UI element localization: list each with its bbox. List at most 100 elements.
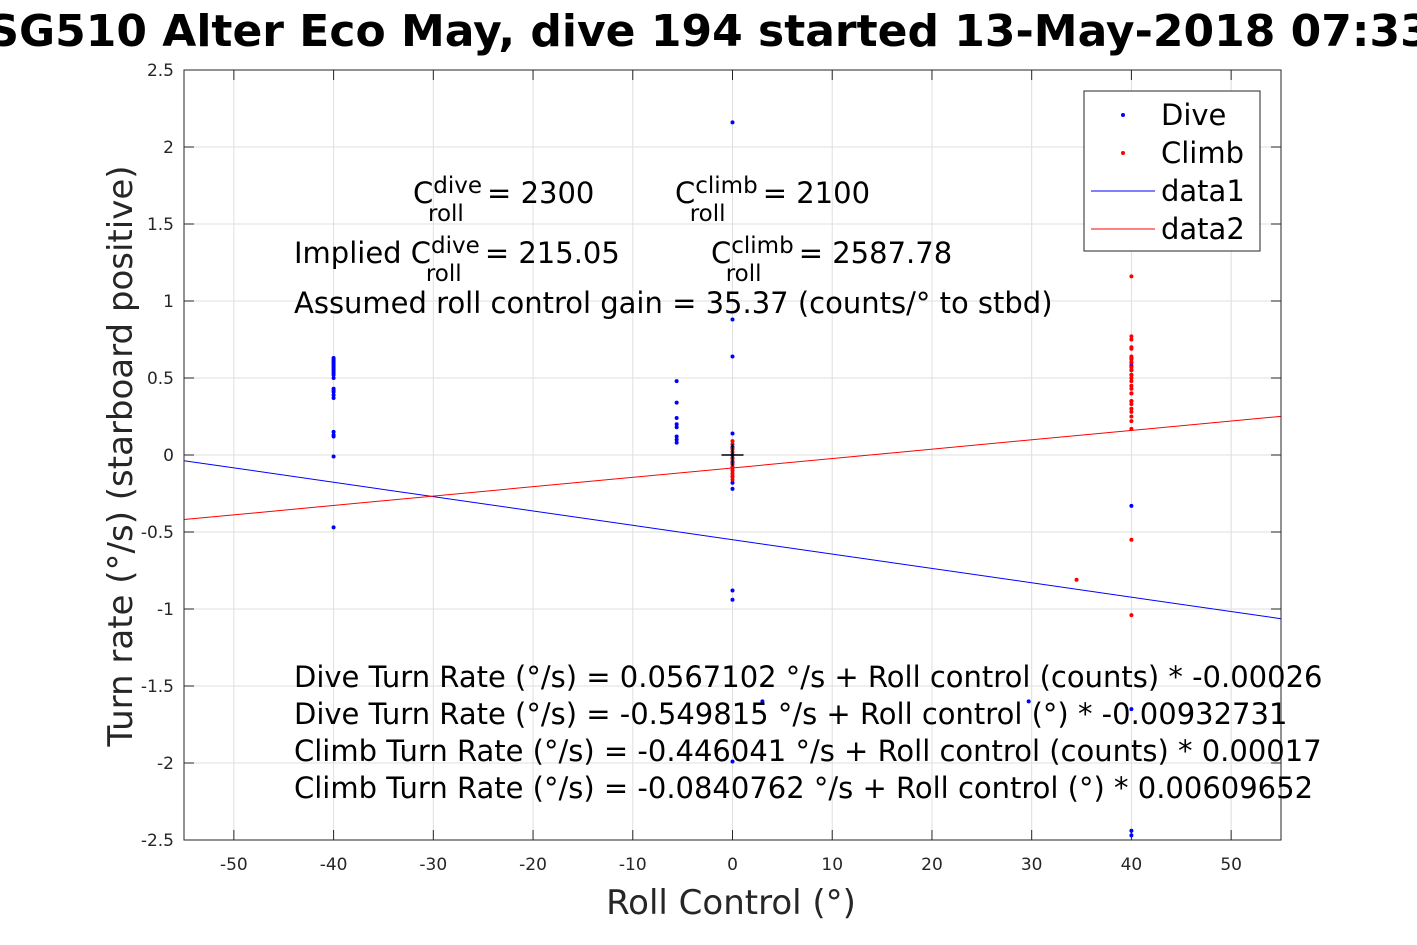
climb-point: [1129, 376, 1134, 380]
climb-point: [730, 471, 735, 476]
x-tick-label: -30: [419, 855, 447, 875]
climb-point: [1129, 334, 1134, 339]
climb-point: [1129, 537, 1134, 542]
legend: Dive Climb data1 data2: [1083, 90, 1261, 252]
climb-point: [1129, 414, 1134, 419]
climb-point: [1129, 406, 1134, 411]
climb-point: [1129, 379, 1134, 384]
dive-point: [1129, 503, 1134, 508]
chart-title: SG510 Alter Eco May, dive 194 started 13…: [0, 6, 1417, 57]
climb-point: [730, 468, 735, 473]
x-tick-label: 30: [1021, 855, 1043, 875]
legend-dive-marker: [1121, 113, 1125, 117]
climb-point: [1129, 354, 1134, 359]
legend-data1-label: data1: [1161, 174, 1245, 208]
dive-point: [730, 588, 735, 593]
dive-point: [760, 699, 765, 704]
climb-point: [1129, 399, 1134, 404]
x-tick-label: -50: [220, 855, 248, 875]
dive-point: [730, 317, 735, 322]
climb-point: [1129, 426, 1134, 431]
y-tick-label: 0.5: [147, 369, 174, 389]
x-tick-label: -20: [519, 855, 547, 875]
dive-point: [730, 120, 735, 125]
climb-point: [1129, 613, 1134, 618]
grid: [184, 69, 1281, 841]
dive-point: [674, 434, 679, 439]
x-axis-label: Roll Control (°): [606, 883, 856, 923]
c-dive-annotation: Cdive roll = 2300: [413, 173, 594, 227]
climb-point: [1129, 357, 1134, 362]
y-tick-label: 1.5: [147, 215, 174, 235]
y-tick-labels: -2.5 -2 -1.5 -1 -0.5 0 0.5 1 1.5 2 2.5: [141, 61, 174, 851]
dive-point: [331, 376, 336, 380]
dive-point: [1129, 828, 1134, 833]
climb-point: [1129, 368, 1134, 373]
climb-point: [1129, 365, 1134, 370]
legend-data2-label: data2: [1161, 212, 1245, 246]
dive-point: [674, 379, 679, 384]
x-tick-label: 40: [1121, 855, 1143, 875]
y-tick-label: 2.5: [147, 61, 174, 81]
dive-point: [730, 597, 735, 602]
dive-counts-equation: Dive Turn Rate (°/s) = 0.0567102 °/s + R…: [294, 660, 1322, 694]
dive-point: [674, 422, 679, 427]
x-tick-label: 10: [821, 855, 843, 875]
roll-coefficients: Cdive roll = 2300 Cclimb roll = 2100 Impli…: [294, 173, 1053, 320]
y-tick-label: -2: [157, 754, 174, 774]
y-tick-label: -1.5: [141, 677, 174, 697]
legend-dive-label: Dive: [1161, 98, 1226, 132]
dive-point: [730, 759, 735, 764]
climb-point: [1074, 577, 1079, 582]
x-tick-label: -40: [320, 855, 348, 875]
climb-point: [730, 465, 735, 470]
x-tick-label: -10: [619, 855, 647, 875]
dive-point: [331, 372, 336, 377]
climb-point: [1129, 346, 1134, 351]
legend-climb-label: Climb: [1161, 136, 1244, 170]
dive-point: [331, 429, 336, 434]
dive-point: [331, 434, 336, 439]
climb-point: [1129, 409, 1134, 414]
legend-climb-marker: [1121, 151, 1125, 155]
climb-point: [730, 477, 735, 482]
climb-point: [1129, 360, 1134, 365]
x-tick-label: 20: [921, 855, 943, 875]
x-tick-labels: -50 -40 -30 -20 -10 0 10 20 30 40 50: [220, 855, 1242, 875]
dive-point: [674, 425, 679, 430]
dive-point: [730, 486, 735, 491]
c-climb-annotation: Cclimb roll = 2100: [675, 173, 870, 227]
plot-box: [183, 69, 1282, 841]
climb-point: [1129, 386, 1134, 391]
dive-degrees-equation: Dive Turn Rate (°/s) = -0.549815 °/s + R…: [294, 697, 1287, 731]
origin-marker: [721, 444, 744, 466]
climb-point: [1129, 274, 1134, 279]
y-axis-label: Turn rate (°/s) (starboard positive): [101, 165, 141, 747]
gain-annotation: Assumed roll control gain = 35.37 (count…: [294, 286, 1053, 320]
dive-point: [674, 400, 679, 405]
dive-point: [1129, 833, 1134, 838]
dive-point: [1026, 699, 1031, 704]
x-tick-label: 50: [1220, 855, 1242, 875]
dive-point: [331, 392, 336, 397]
dive-point: [730, 431, 735, 436]
y-tick-label: 1: [163, 292, 174, 312]
dive-point: [331, 396, 336, 401]
y-tick-label: -2.5: [141, 831, 174, 851]
implied-dive-annotation: Implied Cdive roll = 215.05: [294, 233, 620, 287]
climb-point: [1129, 391, 1134, 396]
climb-point: [1129, 372, 1134, 377]
climb-degrees-equation: Climb Turn Rate (°/s) = -0.0840762 °/s +…: [294, 771, 1313, 805]
legend-box: [1083, 90, 1261, 252]
dive-point: [674, 416, 679, 421]
y-tick-label: 0: [163, 446, 174, 466]
y-tick-label: -1: [157, 600, 174, 620]
dive-point: [730, 480, 735, 485]
dive-point: [331, 389, 336, 394]
climb-point: [730, 474, 735, 479]
climb-point: [1129, 402, 1134, 407]
climb-point: [1129, 383, 1134, 388]
climb-point: [1129, 337, 1134, 342]
climb-point: [730, 439, 735, 444]
